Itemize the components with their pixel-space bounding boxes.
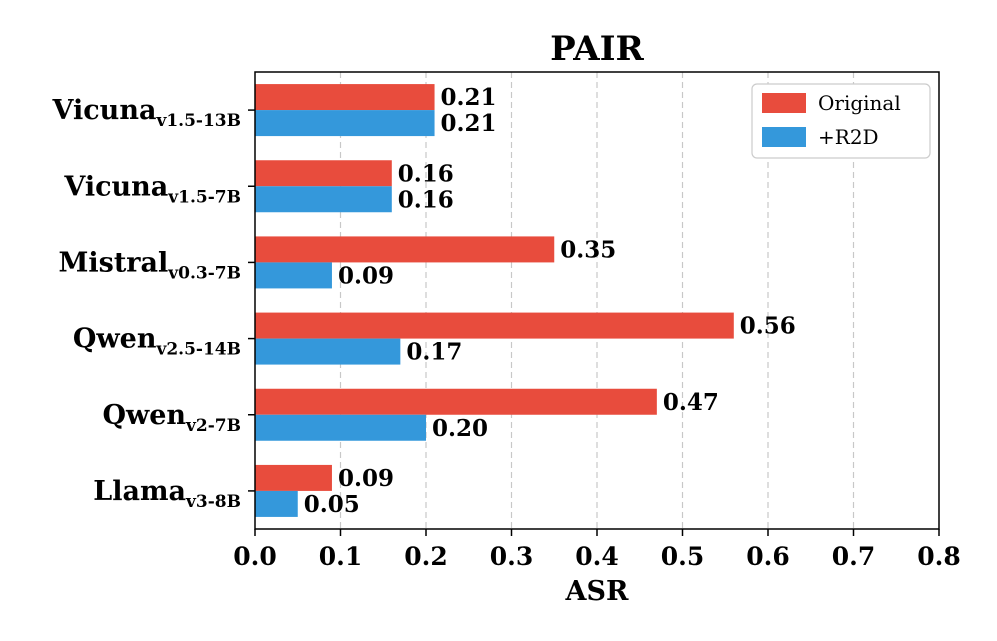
data-label: 0.35 [560, 236, 616, 263]
x-tick-label: 0.8 [917, 542, 961, 571]
y-axis-ticks: Vicunav1.5-13B Vicunav1.5-7B Mistralv0.3-7… [52, 95, 255, 512]
chart-title: PAIR [550, 29, 644, 69]
data-labels-group: 0.210.21 0.160.16 0.35 0.09 0.56 0.17 0.47 0.20… [304, 84, 796, 518]
data-label: 0.16 [398, 160, 454, 187]
x-tick-label: 0.2 [404, 542, 448, 571]
x-axis-ticks: 0.0 0.1 0.2 0.3 0.4 0.5 0.6 0.7 0.8 [233, 529, 961, 571]
bar-original [255, 236, 555, 263]
grid-lines [339, 72, 855, 529]
x-tick-label: 0.0 [233, 542, 277, 571]
y-tick-label: Qwenv2-7B [102, 400, 241, 436]
data-label: 0.56 [740, 313, 796, 340]
x-tick-label: 0.4 [575, 542, 619, 571]
bar-r2d [255, 414, 426, 441]
y-tick-label: Vicunav1.5-7B [63, 171, 241, 207]
legend-swatch [762, 127, 806, 147]
bar-original [255, 464, 332, 491]
data-label: 0.21 [441, 84, 497, 111]
y-tick-label: Qwenv2.5-14B [73, 324, 241, 360]
bar-r2d [255, 490, 298, 517]
y-tick-label: Mistralv0.3-7B [58, 247, 241, 283]
data-label: 0.20 [432, 415, 488, 442]
bar-r2d [255, 110, 435, 137]
legend-label: +R2D [818, 125, 879, 149]
bar-original [255, 388, 657, 415]
data-label: 0.16 [398, 186, 454, 213]
bar-original [255, 84, 435, 111]
bar-r2d [255, 262, 332, 289]
x-axis-label: ASR [565, 576, 629, 607]
x-tick-label: 0.7 [832, 542, 876, 571]
y-tick-label: Llamav3-8B [93, 476, 241, 512]
data-label: 0.17 [406, 339, 462, 366]
bars-group [255, 84, 734, 517]
legend: Original +R2D [751, 83, 931, 159]
x-tick-label: 0.6 [746, 542, 790, 571]
data-label: 0.05 [304, 491, 360, 518]
legend-label: Original [818, 91, 901, 115]
x-tick-label: 0.1 [319, 542, 363, 571]
data-label: 0.09 [338, 262, 394, 289]
x-tick-label: 0.3 [490, 542, 534, 571]
bar-r2d [255, 338, 401, 365]
x-tick-label: 0.5 [661, 542, 705, 571]
bar-original [255, 312, 734, 339]
legend-swatch [762, 93, 806, 113]
data-label: 0.09 [338, 465, 394, 492]
bar-r2d [255, 186, 392, 213]
bar-original [255, 160, 392, 187]
y-tick-label: Vicunav1.5-13B [52, 95, 241, 131]
data-label: 0.21 [441, 110, 497, 137]
data-label: 0.47 [663, 389, 719, 416]
